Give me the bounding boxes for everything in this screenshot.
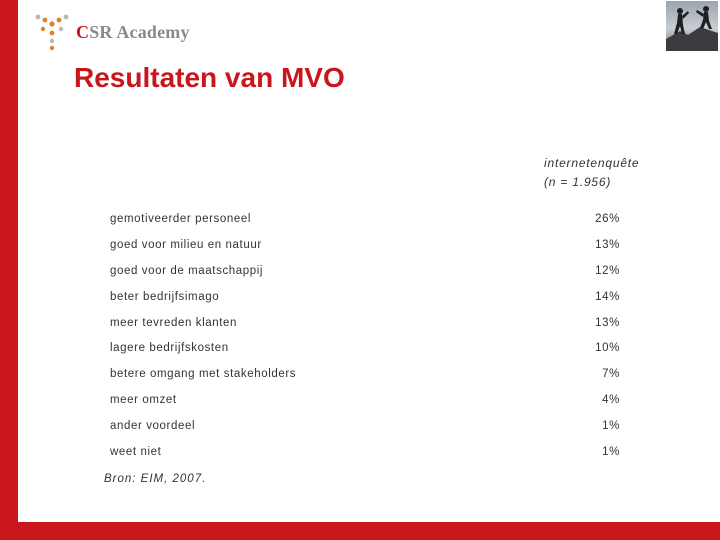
table-row: lagere bedrijfskosten 10% — [110, 335, 620, 361]
row-label: meer omzet — [110, 394, 177, 407]
row-label: goed voor milieu en natuur — [110, 238, 262, 251]
table-row: goed voor de maatschappij 12% — [110, 258, 620, 284]
column-header: internetenquête (n = 1.956) — [544, 154, 664, 192]
row-value: 26% — [595, 212, 620, 225]
table-row: weet niet 1% — [110, 439, 620, 465]
row-value: 14% — [595, 290, 620, 303]
row-label: lagere bedrijfskosten — [110, 342, 229, 355]
table-row: goed voor milieu en natuur 13% — [110, 232, 620, 258]
column-header-line1: internetenquête — [544, 156, 640, 170]
row-label: beter bedrijfsimago — [110, 290, 220, 303]
row-label: betere omgang met stakeholders — [110, 368, 297, 381]
page-title: Resultaten van MVO — [74, 62, 345, 93]
row-value: 13% — [595, 238, 620, 251]
table-row: betere omgang met stakeholders 7% — [110, 361, 620, 387]
row-value: 1% — [602, 420, 620, 433]
table-row: meer tevreden klanten 13% — [110, 310, 620, 336]
csr-academy-logo: CSR Academy — [32, 12, 190, 52]
row-value: 1% — [602, 445, 620, 458]
column-header-line2: (n = 1.956) — [544, 175, 612, 189]
row-value: 4% — [602, 394, 620, 407]
row-label: weet niet — [110, 445, 162, 458]
table-row: ander voordeel 1% — [110, 413, 620, 439]
slide: CSR Academy Resultaten van MVO internete… — [18, 0, 720, 522]
dots-logo-icon — [35, 14, 69, 51]
row-label: goed voor de maatschappij — [110, 264, 264, 277]
row-label: gemotiveerder personeel — [110, 212, 252, 225]
row-value: 7% — [602, 368, 620, 381]
climbers-silhouette-icon — [666, 6, 718, 51]
row-value: 10% — [595, 342, 620, 355]
table-row: meer omzet 4% — [110, 387, 620, 413]
climbers-photo — [666, 1, 718, 51]
logo-text: CSR Academy — [76, 21, 190, 42]
table-row: beter bedrijfsimago 14% — [110, 284, 620, 310]
row-label: ander voordeel — [110, 420, 196, 433]
row-value: 13% — [595, 316, 620, 329]
results-table: gemotiveerder personeel 26% goed voor mil… — [110, 206, 620, 465]
source-note: Bron: EIM, 2007. — [104, 473, 207, 485]
row-label: meer tevreden klanten — [110, 316, 238, 329]
table-row: gemotiveerder personeel 26% — [110, 206, 620, 232]
row-value: 12% — [595, 264, 620, 277]
